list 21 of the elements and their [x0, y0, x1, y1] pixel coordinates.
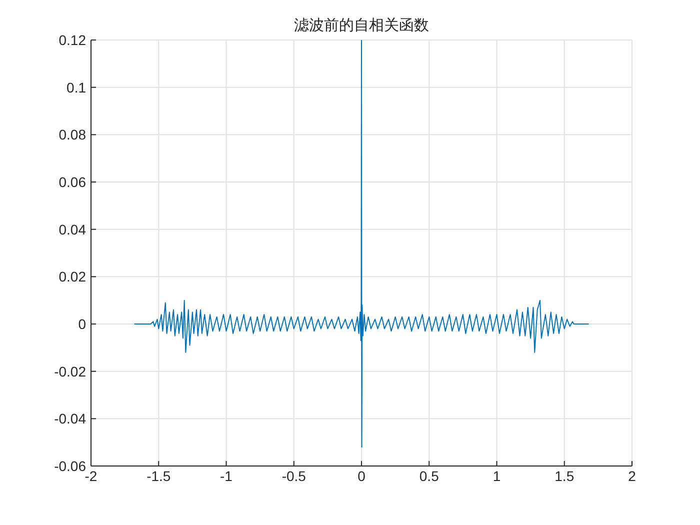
- x-tick-label: 0.5: [419, 468, 440, 484]
- y-tick-label: 0.12: [58, 32, 86, 48]
- y-tick-label: 0.04: [58, 221, 86, 238]
- y-tick-label: 0.02: [58, 268, 86, 285]
- y-tick-label: -0.04: [54, 410, 86, 427]
- x-tick-label: 0: [358, 468, 366, 484]
- x-tick-label: -1.5: [146, 468, 171, 484]
- line-series: [134, 40, 590, 448]
- y-tick-label: 0.06: [58, 174, 86, 190]
- x-tick-label: -0.5: [282, 468, 306, 484]
- x-tick-label: 1.5: [554, 468, 574, 484]
- x-tick-label: 2: [628, 468, 636, 484]
- chart-title: 滤波前的自相关函数: [293, 16, 430, 35]
- y-tick-label: 0.1: [66, 79, 86, 96]
- y-tick-label: -0.02: [54, 363, 86, 380]
- x-tick-label: -2: [84, 468, 98, 484]
- x-tick-label: -1: [220, 468, 233, 484]
- y-tick-label: 0: [78, 316, 86, 332]
- y-tick-label: -0.06: [54, 458, 86, 474]
- y-tick-label: 0.08: [58, 126, 86, 143]
- x-tick-label: 1: [492, 468, 501, 484]
